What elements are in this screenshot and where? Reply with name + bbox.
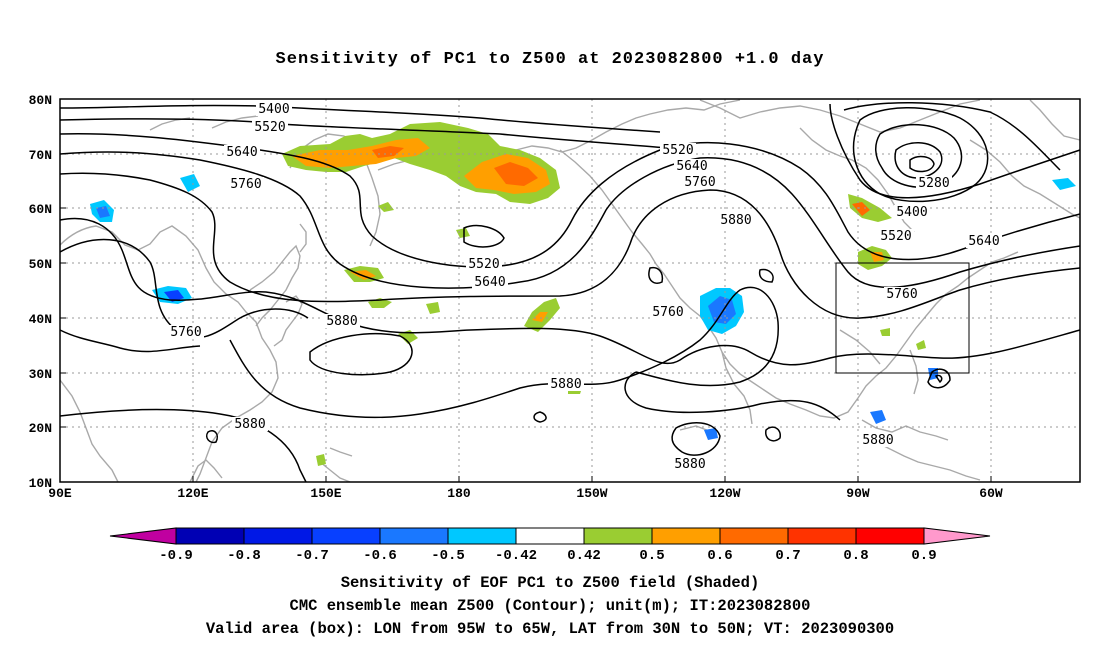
lat-tick-label: 30N <box>29 367 52 382</box>
contour-label: 5880 <box>720 213 751 228</box>
contour-label: 5760 <box>652 305 683 320</box>
colorbar-label: -0.6 <box>363 548 397 564</box>
contour-label: 5640 <box>968 234 999 249</box>
z500-contours <box>59 101 1081 483</box>
contour-label: 5400 <box>896 205 927 220</box>
footer-line-1: Sensitivity of EOF PC1 to Z500 field (Sh… <box>340 574 760 592</box>
lon-tick-label: 180 <box>447 486 471 501</box>
contour-label: 5880 <box>862 433 893 448</box>
colorbar-swatch <box>243 527 313 545</box>
lon-tick-label: 90W <box>846 486 870 501</box>
lon-tick-label: 150E <box>310 486 341 501</box>
lon-tick-labels: 90E 120E 150E 180 150W 120W 90W 60W <box>48 476 1003 501</box>
sensitivity-shading <box>90 122 1076 466</box>
lat-tick-label: 80N <box>29 93 52 108</box>
colorbar-swatch <box>855 527 925 545</box>
gridlines <box>60 99 1080 482</box>
contour-label: 5520 <box>468 257 499 272</box>
lat-tick-label: 10N <box>29 476 52 491</box>
colorbar-label: 0.7 <box>775 548 800 564</box>
colorbar-swatch <box>447 527 517 545</box>
valid-area-box <box>835 262 970 374</box>
colorbar-label: -0.9 <box>159 548 193 564</box>
contour-label: 5760 <box>230 177 261 192</box>
colorbar-swatch <box>515 527 585 545</box>
colorbar-swatch <box>651 527 721 545</box>
contour-label: 5400 <box>258 102 289 117</box>
contour-labels: 5400552056405760588055205640576058805760… <box>168 102 1002 472</box>
colorbar-label: -0.7 <box>295 548 329 564</box>
lat-tick-labels: 80N 70N 60N 50N 40N 30N 20N 10N <box>29 93 66 491</box>
lon-tick-label: 60W <box>979 486 1003 501</box>
map-frame <box>59 98 1081 483</box>
colorbar-label: -0.5 <box>431 548 465 564</box>
lat-tick-label: 70N <box>29 148 52 163</box>
colorbar-label: 0.9 <box>911 548 936 564</box>
footer-line-2: CMC ensemble mean Z500 (Contour); unit(m… <box>289 597 811 615</box>
lon-tick-label: 120E <box>177 486 208 501</box>
colorbar-swatch <box>583 527 653 545</box>
colorbar: -0.9 -0.8 -0.7 -0.6 -0.5 -0.42 0.42 0.5 0.6 0.7 0.… <box>109 527 991 564</box>
colorbar-swatch <box>719 527 789 545</box>
contour-label: 5760 <box>684 175 715 190</box>
colorbar-high-triangle <box>923 527 991 545</box>
lat-tick-label: 60N <box>29 202 52 217</box>
colorbar-swatch <box>787 527 857 545</box>
colorbar-label: -0.42 <box>495 548 537 564</box>
colorbar-label: 0.6 <box>707 548 732 564</box>
contour-label: 5640 <box>474 275 505 290</box>
contour-label: 5760 <box>170 325 201 340</box>
chart-title: Sensitivity of PC1 to Z500 at 2023082800… <box>275 50 825 69</box>
lon-tick-label: 90E <box>48 486 72 501</box>
contour-label: 5880 <box>326 314 357 329</box>
lat-tick-label: 20N <box>29 421 52 436</box>
colorbar-low-triangle <box>109 527 177 545</box>
contour-label: 5640 <box>676 159 707 174</box>
contour-label: 5640 <box>226 145 257 160</box>
contour-label: 5520 <box>880 229 911 244</box>
contour-label: 5760 <box>886 287 917 302</box>
lat-tick-label: 40N <box>29 312 52 327</box>
map-panel: 5400552056405760588055205640576058805760… <box>29 93 1081 501</box>
lat-tick-label: 50N <box>29 257 52 272</box>
contour-label: 5280 <box>918 176 949 191</box>
footer-line-3: Valid area (box): LON from 95W to 65W, L… <box>205 620 895 638</box>
colorbar-swatch <box>379 527 449 545</box>
contour-label: 5880 <box>234 417 265 432</box>
contour-label: 5520 <box>662 143 693 158</box>
contour-label: 5880 <box>550 377 581 392</box>
colorbar-label: 0.8 <box>843 548 868 564</box>
lon-tick-label: 120W <box>709 486 740 501</box>
colorbar-label: -0.8 <box>227 548 261 564</box>
contour-label: 5880 <box>674 457 705 472</box>
colorbar-swatch <box>175 527 245 545</box>
colorbar-swatch <box>311 527 381 545</box>
lon-tick-label: 150W <box>576 486 607 501</box>
contour-label: 5520 <box>254 120 285 135</box>
colorbar-label: 0.42 <box>567 548 601 564</box>
colorbar-label: 0.5 <box>639 548 664 564</box>
